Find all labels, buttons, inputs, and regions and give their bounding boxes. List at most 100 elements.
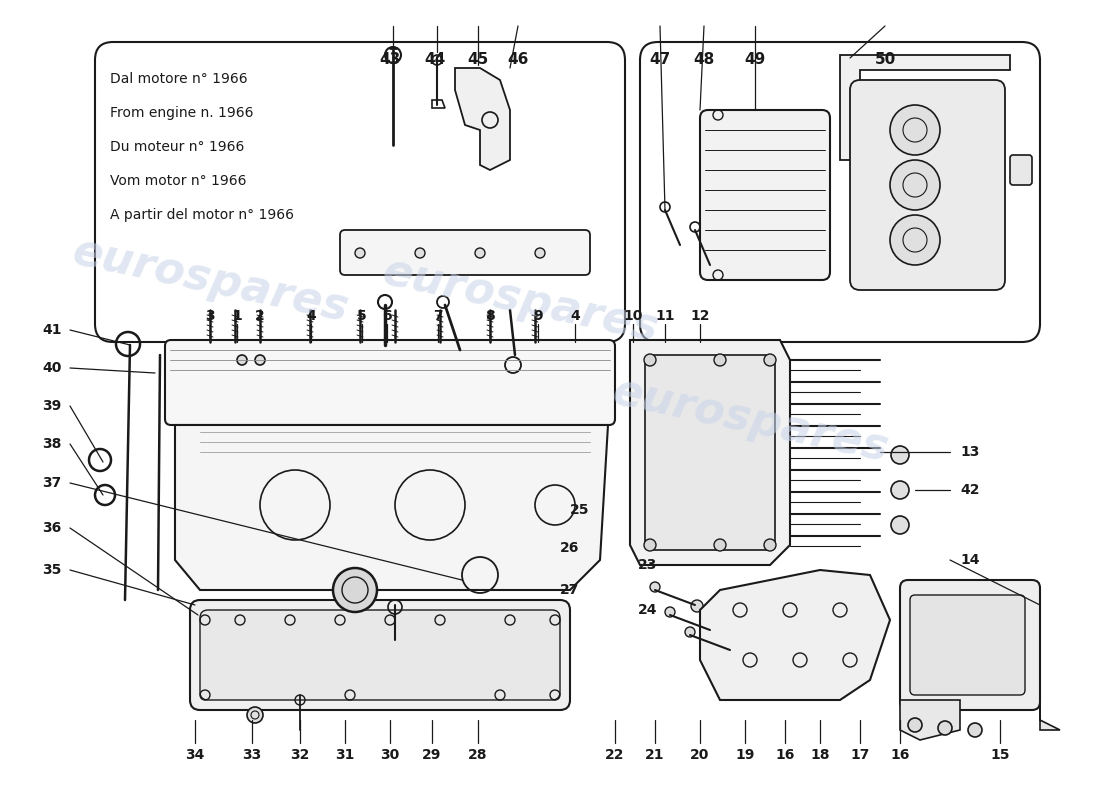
Text: Du moteur n° 1966: Du moteur n° 1966 — [110, 140, 244, 154]
Circle shape — [890, 215, 940, 265]
Text: 14: 14 — [960, 553, 980, 567]
FancyBboxPatch shape — [700, 110, 830, 280]
Text: 43: 43 — [379, 53, 400, 67]
Polygon shape — [1040, 690, 1060, 730]
Text: 41: 41 — [42, 323, 62, 337]
Text: 40: 40 — [42, 361, 62, 375]
Text: eurospares: eurospares — [68, 230, 352, 330]
Circle shape — [891, 481, 909, 499]
Circle shape — [938, 721, 952, 735]
Text: 6: 6 — [382, 309, 392, 323]
Text: 2: 2 — [255, 309, 265, 323]
Text: 17: 17 — [850, 748, 870, 762]
Text: 27: 27 — [560, 583, 580, 597]
Text: 23: 23 — [638, 558, 658, 572]
Circle shape — [891, 446, 909, 464]
Text: A partir del motor n° 1966: A partir del motor n° 1966 — [110, 208, 294, 222]
Text: 15: 15 — [990, 748, 1010, 762]
Circle shape — [685, 627, 695, 637]
Text: 42: 42 — [960, 483, 980, 497]
Text: 4: 4 — [570, 309, 580, 323]
Circle shape — [255, 355, 265, 365]
Circle shape — [535, 248, 544, 258]
Circle shape — [333, 568, 377, 612]
Text: eurospares: eurospares — [608, 370, 892, 470]
Circle shape — [236, 355, 248, 365]
Circle shape — [644, 354, 656, 366]
Text: 32: 32 — [290, 748, 310, 762]
Circle shape — [968, 723, 982, 737]
Circle shape — [714, 354, 726, 366]
Text: 24: 24 — [638, 603, 658, 617]
Text: 35: 35 — [42, 563, 62, 577]
Text: 9: 9 — [534, 309, 542, 323]
Polygon shape — [700, 570, 890, 700]
Text: 11: 11 — [656, 309, 674, 323]
Circle shape — [415, 248, 425, 258]
Text: 18: 18 — [811, 748, 829, 762]
Text: 16: 16 — [776, 748, 794, 762]
Text: 37: 37 — [43, 476, 62, 490]
Circle shape — [666, 607, 675, 617]
Text: 38: 38 — [42, 437, 62, 451]
Text: Dal motore n° 1966: Dal motore n° 1966 — [110, 72, 248, 86]
Text: eurospares: eurospares — [378, 250, 662, 350]
Text: 30: 30 — [381, 748, 399, 762]
Polygon shape — [630, 340, 790, 565]
FancyBboxPatch shape — [200, 610, 560, 700]
Text: 20: 20 — [691, 748, 710, 762]
FancyBboxPatch shape — [1010, 155, 1032, 185]
Circle shape — [691, 600, 703, 612]
Circle shape — [764, 354, 776, 366]
Text: 19: 19 — [735, 748, 755, 762]
Circle shape — [355, 248, 365, 258]
Text: Vom motor n° 1966: Vom motor n° 1966 — [110, 174, 246, 188]
FancyBboxPatch shape — [910, 595, 1025, 695]
Text: 31: 31 — [336, 748, 354, 762]
Text: 36: 36 — [43, 521, 62, 535]
Text: 5: 5 — [358, 309, 367, 323]
Text: 10: 10 — [624, 309, 642, 323]
Text: 28: 28 — [469, 748, 487, 762]
Text: 1: 1 — [232, 309, 242, 323]
Text: 25: 25 — [570, 503, 590, 517]
Circle shape — [891, 516, 909, 534]
Text: 48: 48 — [693, 53, 715, 67]
Text: 22: 22 — [605, 748, 625, 762]
Circle shape — [248, 707, 263, 723]
Circle shape — [706, 625, 718, 637]
Text: 13: 13 — [960, 445, 980, 459]
Circle shape — [890, 160, 940, 210]
Text: 8: 8 — [485, 309, 495, 323]
Circle shape — [714, 539, 726, 551]
Polygon shape — [840, 55, 1010, 160]
Circle shape — [890, 105, 940, 155]
Circle shape — [475, 248, 485, 258]
FancyBboxPatch shape — [850, 80, 1005, 290]
Text: 12: 12 — [691, 309, 710, 323]
Text: 49: 49 — [745, 53, 766, 67]
Circle shape — [650, 582, 660, 592]
FancyBboxPatch shape — [340, 230, 590, 275]
Text: 45: 45 — [468, 53, 488, 67]
Text: 4: 4 — [306, 309, 316, 323]
Polygon shape — [900, 700, 960, 740]
FancyBboxPatch shape — [645, 355, 775, 550]
Text: 33: 33 — [242, 748, 262, 762]
Polygon shape — [175, 425, 608, 590]
Text: 46: 46 — [507, 53, 529, 67]
Circle shape — [764, 539, 776, 551]
FancyBboxPatch shape — [900, 580, 1040, 710]
Text: From engine n. 1966: From engine n. 1966 — [110, 106, 253, 120]
Circle shape — [644, 539, 656, 551]
Text: 50: 50 — [874, 53, 895, 67]
Circle shape — [908, 718, 922, 732]
Text: 7: 7 — [433, 309, 443, 323]
Circle shape — [726, 645, 738, 657]
FancyBboxPatch shape — [190, 600, 570, 710]
Text: 39: 39 — [43, 399, 62, 413]
Text: 26: 26 — [560, 541, 580, 555]
Polygon shape — [455, 68, 510, 170]
Text: 16: 16 — [890, 748, 910, 762]
Text: 47: 47 — [649, 53, 671, 67]
